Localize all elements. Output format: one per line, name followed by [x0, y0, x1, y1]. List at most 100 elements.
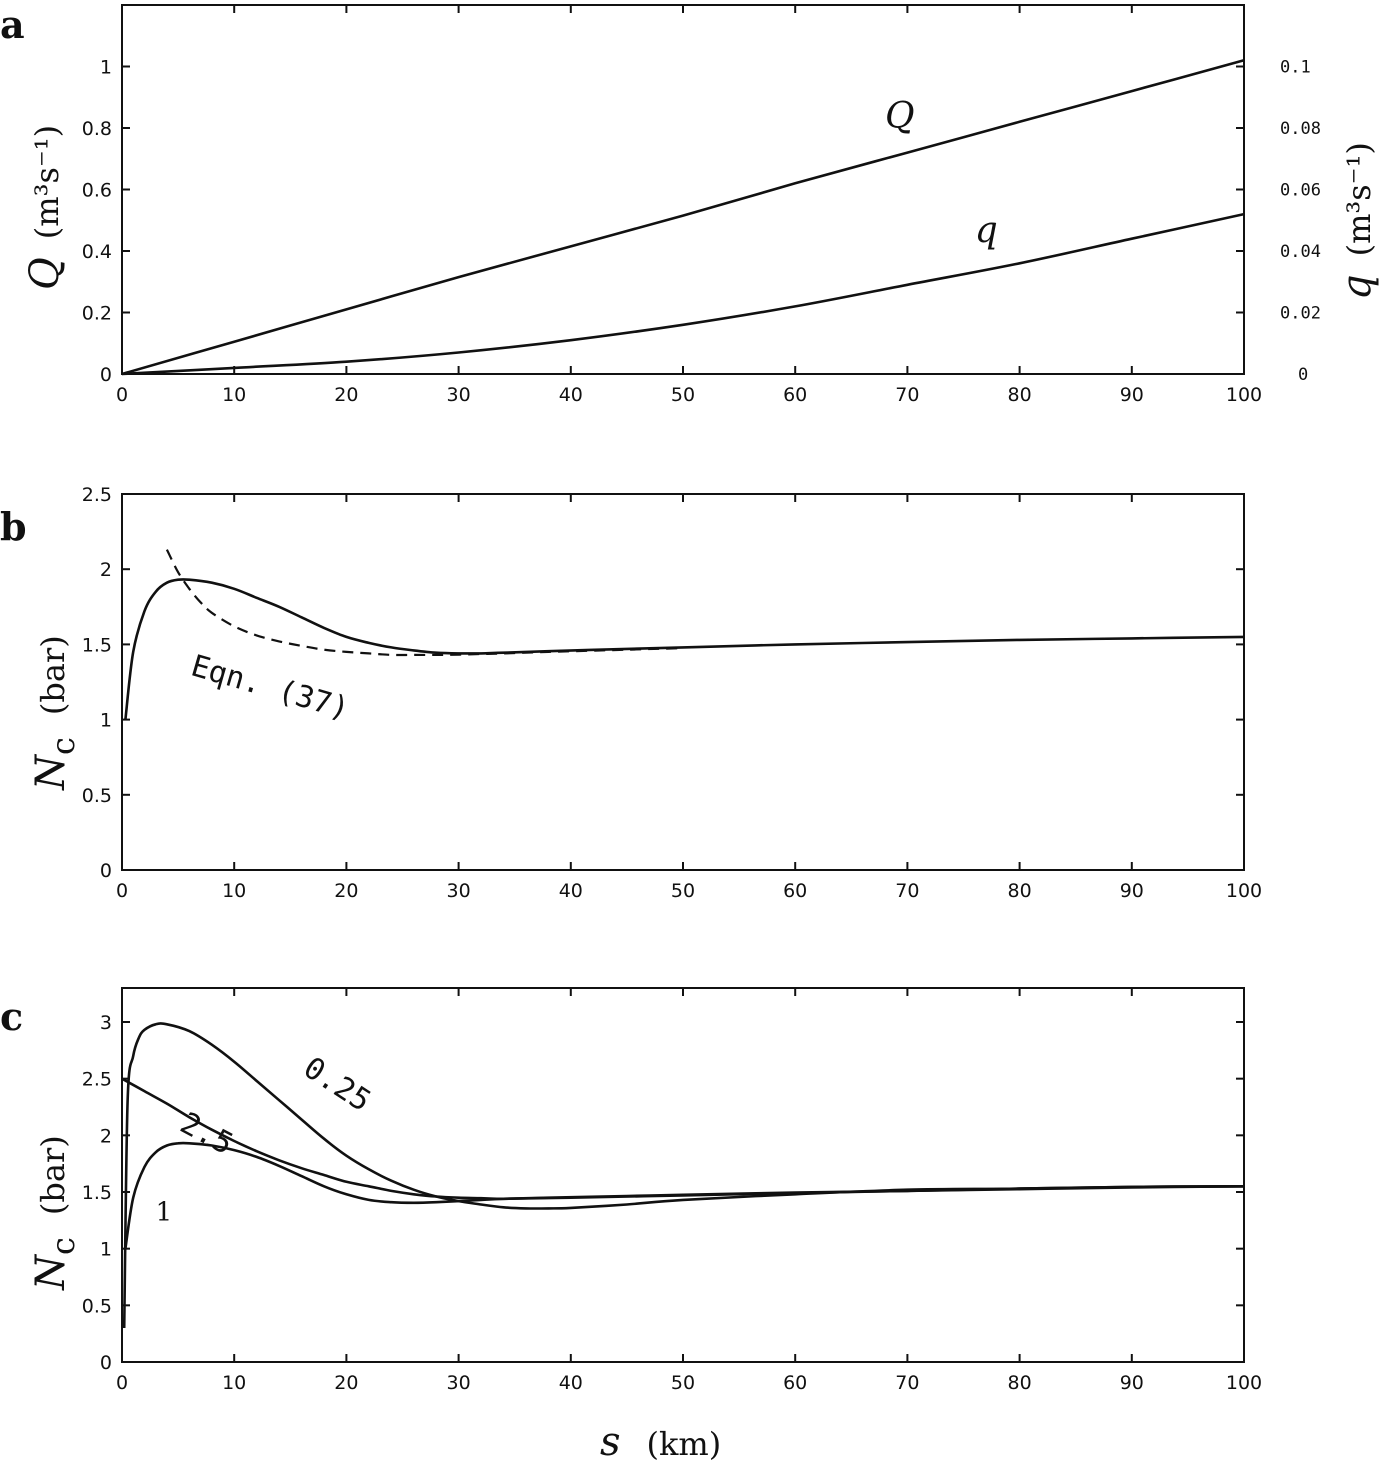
y-right-tick-label-a: 0.08 — [1280, 119, 1321, 139]
x-tick-label-a: 20 — [334, 384, 358, 406]
x-tick-label-c: 30 — [447, 1372, 471, 1394]
x-tick-label-c: 60 — [783, 1372, 807, 1394]
panel-c-y-symbol: N — [28, 1253, 74, 1291]
panel-b-y-unit: (bar) — [34, 635, 72, 715]
y-right-tick-label-a: 0.04 — [1280, 242, 1321, 262]
y-tick-label-a: 0 — [100, 364, 112, 386]
panel-a-y-left-symbol: Q — [22, 257, 68, 290]
panel-b-y-title: Nc (bar) — [28, 635, 82, 791]
x-tick-label-a: 40 — [559, 384, 583, 406]
x-tick-label-b: 40 — [559, 880, 583, 902]
plot-area-c: 0 10 20 30 40 50 60 70 80 90 10000.511.522.530.252… — [82, 987, 1262, 1394]
x-tick-label-b: 50 — [671, 880, 695, 902]
plot-frame-a — [121, 4, 1245, 375]
curve-label-c: 0.25 — [297, 1050, 377, 1119]
y-tick-label-b: 0 — [100, 860, 112, 882]
curve-label-c: 1 — [156, 1197, 173, 1227]
panel-c-x-title: s (km) — [600, 1419, 721, 1465]
panel-c: c Nc (bar) s (km) 0 10 20 30 40 50 60 70 80 90 100… — [0, 987, 1262, 1465]
panel-a-y-left-title: Q (m³s⁻¹) — [22, 125, 68, 290]
x-tick-label-a: 60 — [783, 384, 807, 406]
panel-b-y-sub: c — [44, 737, 82, 755]
x-tick-label-b: 60 — [783, 880, 807, 902]
panel-c-x-symbol: s — [600, 1419, 621, 1465]
y-tick-label-c: 2 — [100, 1125, 112, 1147]
x-tick-label-a: 0 — [116, 384, 128, 406]
panel-b: b Nc (bar) 0 10 20 30 40 50 60 70 80 90 100 0 0.5 1 1.… — [0, 484, 1262, 902]
panel-a-y-right-unit: (m³s⁻¹) — [1340, 142, 1378, 256]
y-tick-label-c: 2.5 — [82, 1069, 112, 1091]
y-tick-label-a: 1 — [100, 57, 112, 79]
x-tick-label-a: 100 — [1226, 384, 1262, 406]
x-tick-label-b: 80 — [1008, 880, 1032, 902]
y-tick-label-b: 1.5 — [82, 634, 112, 656]
plot-frame-c — [121, 987, 1245, 1363]
panel-a-y-right-title: q (m³s⁻¹) — [1334, 142, 1380, 300]
series-line-b-eqn-37- — [165, 549, 684, 657]
y-tick-label-a: 0.2 — [82, 303, 112, 325]
y-tick-label-a: 0.6 — [82, 180, 112, 202]
svg-text:Nc (bar): Nc (bar) — [28, 635, 82, 791]
panel-a-y-right-symbol: q — [1334, 274, 1380, 300]
x-tick-label-b: 20 — [334, 880, 358, 902]
x-tick-label-c: 100 — [1226, 1372, 1262, 1394]
panel-a-letter: a — [0, 2, 25, 47]
panel-b-y-symbol: N — [28, 753, 74, 791]
x-tick-label-c: 50 — [671, 1372, 695, 1394]
svg-text:Nc (bar): Nc (bar) — [28, 1135, 82, 1291]
series-line-a-q — [121, 212, 1245, 376]
x-tick-label-b: 0 — [116, 880, 128, 902]
panel-c-y-sub: c — [44, 1237, 82, 1255]
x-tick-label-b: 70 — [895, 880, 919, 902]
x-tick-label-b: 100 — [1226, 880, 1262, 902]
y-tick-label-a: 0.4 — [82, 241, 112, 263]
x-tick-label-c: 90 — [1120, 1372, 1144, 1394]
y-tick-label-a: 0.8 — [82, 118, 112, 140]
y-tick-label-c: 1 — [100, 1239, 112, 1261]
series-line-c-2-5 — [121, 1077, 1245, 1201]
series-line-c-1 — [124, 1141, 1245, 1249]
x-tick-label-a: 30 — [447, 384, 471, 406]
y-right-tick-label-a: 0.1 — [1280, 58, 1311, 78]
series-line-a-q — [121, 59, 1245, 376]
curve-label-a: Q — [885, 96, 915, 137]
panel-c-y-unit: (bar) — [34, 1135, 72, 1215]
y-tick-label-b: 2 — [100, 559, 112, 581]
x-tick-label-b: 10 — [222, 880, 246, 902]
panel-a: a Q (m³s⁻¹) q (m³s⁻¹) 0 10 20 30 40 50 60 70 80 9… — [0, 2, 1380, 406]
panel-a-y-left-unit: (m³s⁻¹) — [28, 125, 66, 239]
x-tick-label-c: 80 — [1008, 1372, 1032, 1394]
panel-c-y-title: Nc (bar) — [28, 1135, 82, 1291]
svg-text:Q (m³s⁻¹): Q (m³s⁻¹) — [22, 125, 68, 290]
x-tick-label-b: 90 — [1120, 880, 1144, 902]
x-tick-label-a: 10 — [222, 384, 246, 406]
svg-text:q (m³s⁻¹): q (m³s⁻¹) — [1334, 142, 1380, 300]
x-tick-label-a: 80 — [1008, 384, 1032, 406]
x-tick-label-c: 40 — [559, 1372, 583, 1394]
x-tick-label-c: 20 — [334, 1372, 358, 1394]
curve-label-a: q — [975, 210, 998, 251]
x-tick-label-c: 10 — [222, 1372, 246, 1394]
y-right-tick-label-a: 0 — [1298, 365, 1308, 385]
y-tick-label-b: 1 — [100, 710, 112, 732]
x-tick-label-a: 90 — [1120, 384, 1144, 406]
y-tick-label-c: 1.5 — [82, 1182, 112, 1204]
plot-area-a: 0 10 20 30 40 50 60 70 80 90 10000.20.40.60.8100.0… — [82, 4, 1321, 406]
y-tick-label-b: 2.5 — [82, 484, 112, 506]
y-tick-label-c: 0.5 — [82, 1295, 112, 1317]
x-tick-label-a: 70 — [895, 384, 919, 406]
panel-c-letter: c — [0, 994, 23, 1039]
panel-c-x-unit: (km) — [647, 1425, 722, 1463]
y-right-tick-label-a: 0.02 — [1280, 304, 1321, 324]
series-line-b-0 — [124, 578, 1245, 720]
x-tick-label-c: 0 — [116, 1372, 128, 1394]
x-tick-label-c: 70 — [895, 1372, 919, 1394]
y-right-tick-label-a: 0.06 — [1280, 181, 1321, 201]
y-tick-label-c: 0 — [100, 1352, 112, 1374]
plot-area-b: 0 10 20 30 40 50 60 70 80 90 100 0 0.5 1 1.5 2 2.5 Eqn. (… — [82, 484, 1262, 902]
y-tick-label-c: 3 — [100, 1012, 112, 1034]
panel-b-letter: b — [0, 504, 27, 549]
x-tick-label-b: 30 — [447, 880, 471, 902]
annotation-eqn-37: Eqn. (37) — [187, 649, 353, 727]
